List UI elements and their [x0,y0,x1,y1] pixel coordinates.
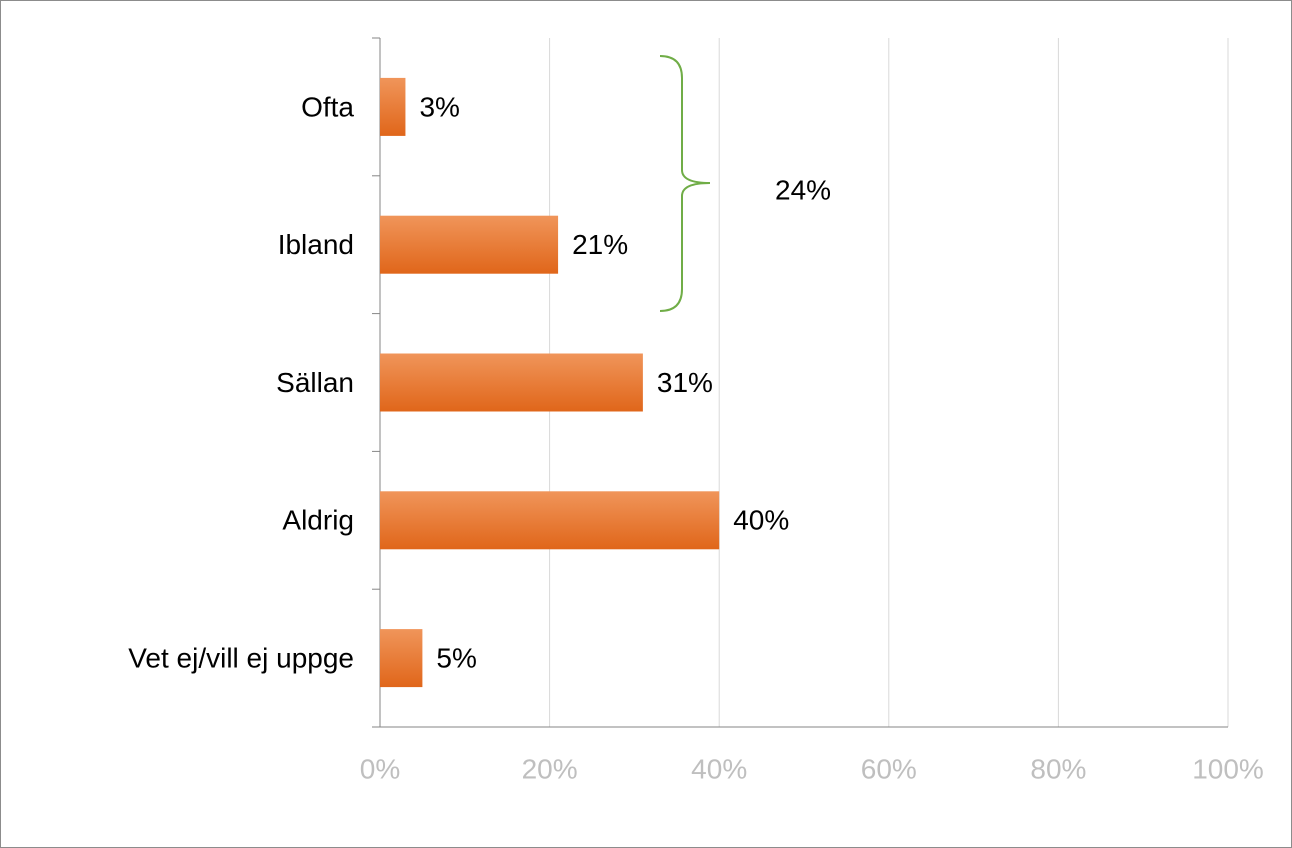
x-tick-label: 0% [360,753,400,784]
bar [380,77,406,136]
y-tick-label: Ibland [278,229,354,260]
bar [380,629,423,688]
bar [380,215,559,274]
x-tick-label: 60% [861,753,917,784]
y-tick-label: Aldrig [282,505,354,536]
bracket [659,55,711,312]
data-label: 5% [436,642,476,673]
data-label: 40% [733,505,789,536]
y-tick-label: Ofta [301,91,354,122]
data-label: 3% [419,91,459,122]
bar [380,353,643,412]
data-label: 31% [657,367,713,398]
y-tick-label: Vet ej/vill ej uppge [128,642,354,673]
data-label: 21% [572,229,628,260]
x-tick-label: 100% [1192,753,1264,784]
bar [380,491,720,550]
x-tick-label: 20% [522,753,578,784]
annotation: 24% [775,174,831,205]
x-tick-label: 40% [691,753,747,784]
y-tick-label: Sällan [276,367,354,398]
x-tick-label: 80% [1030,753,1086,784]
